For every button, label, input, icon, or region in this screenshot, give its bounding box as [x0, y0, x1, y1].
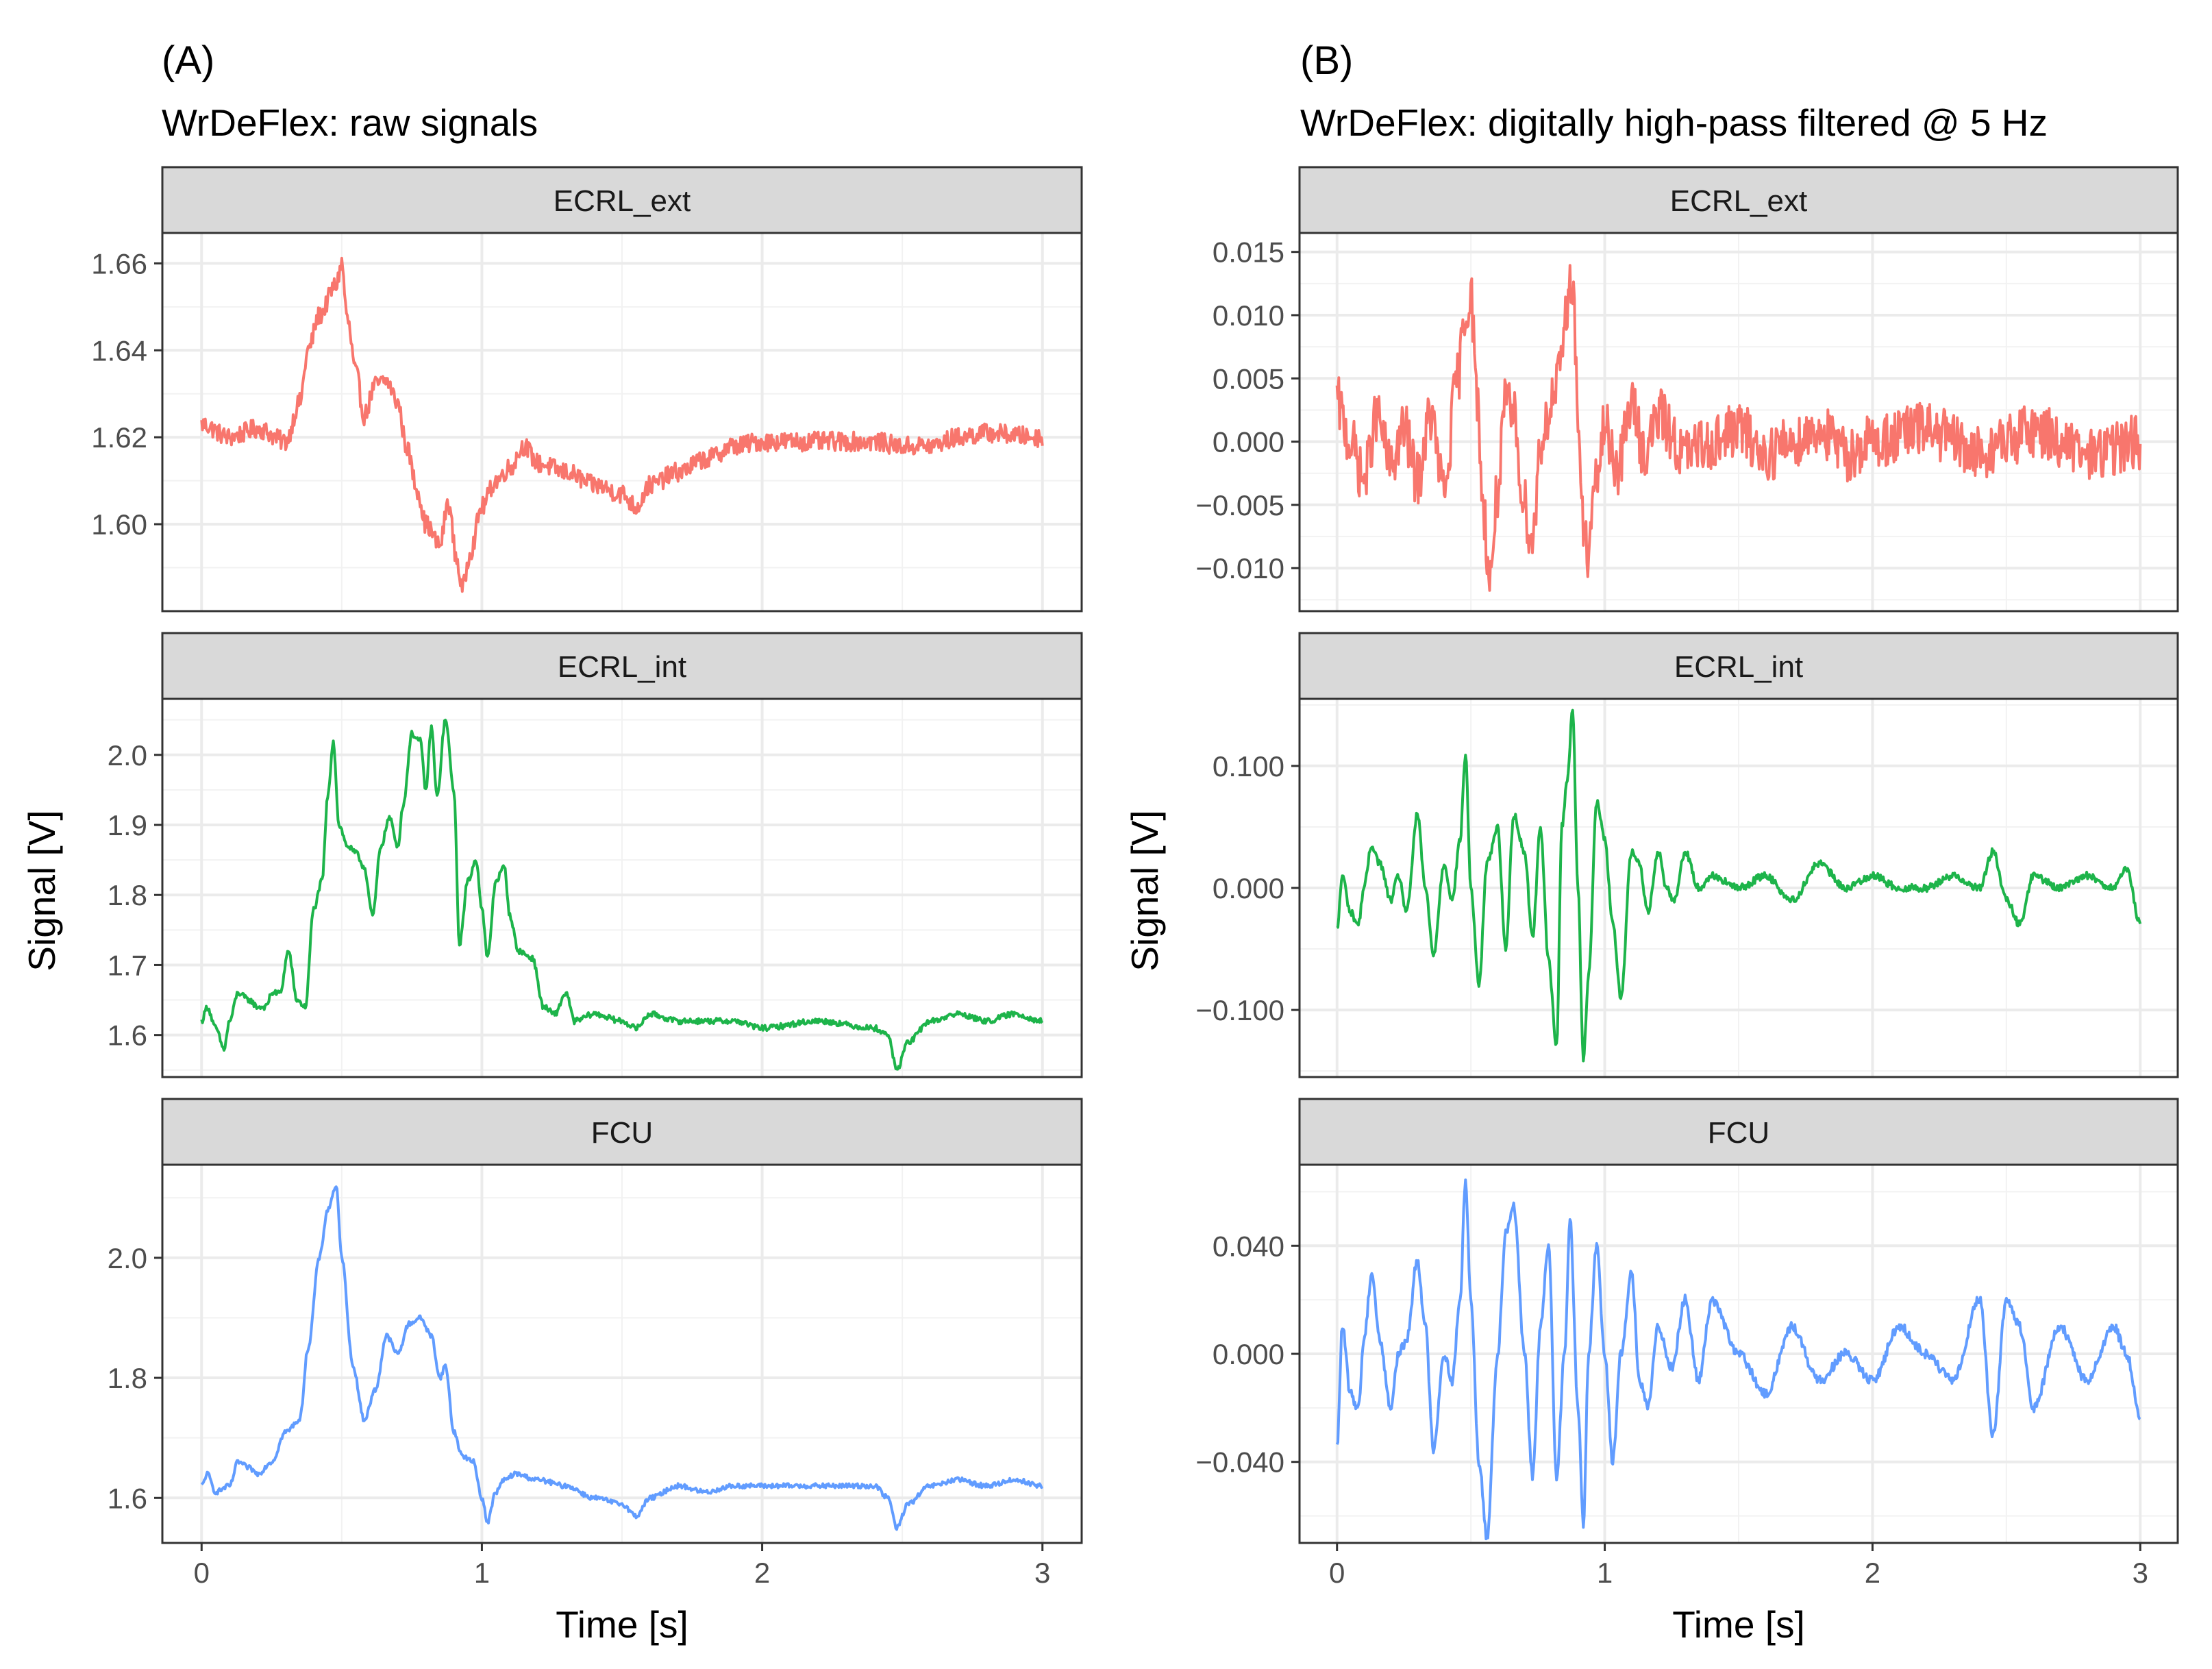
figure-a-title: WrDeFlex: raw signals	[162, 101, 538, 144]
y-tick-label: 1.8	[108, 879, 147, 911]
x-axis-label-a: Time [s]	[556, 1603, 688, 1646]
y-tick-label: 1.60	[91, 508, 147, 541]
y-tick-label: 0.000	[1213, 872, 1284, 904]
strip-a-ecrl-int	[161, 632, 1083, 700]
y-tick-label: 0.015	[1213, 236, 1284, 269]
x-axis-label-b: Time [s]	[1672, 1603, 1805, 1646]
y-tick-label: 0.000	[1213, 426, 1284, 458]
panel-border-a-ecrl-int	[161, 697, 1083, 1078]
y-tick-label: 0.005	[1213, 362, 1284, 395]
y-axis-label-a: Signal [V]	[21, 810, 63, 971]
series-line-a-ecrl-ext	[200, 256, 1044, 593]
panel-a-ecrl-int: ECRL_int 1.6 1.7 1.8 1.9 2.0	[108, 632, 1083, 1078]
y-tick-label: 1.6	[108, 1019, 147, 1052]
strip-label-a-fcu: FCU	[591, 1116, 653, 1150]
panel-border-a-fcu	[161, 1163, 1083, 1544]
y-tick-label: 0.000	[1213, 1338, 1284, 1370]
figure-b-title: WrDeFlex: digitally high-pass filtered @…	[1300, 101, 2048, 144]
series-line-b-ecrl-ext	[1335, 264, 2142, 592]
series-line-b-ecrl-int	[1336, 708, 2142, 1063]
strip-b-ecrl-int	[1298, 632, 2179, 700]
strip-label-b-ecrl-int: ECRL_int	[1674, 650, 1803, 684]
x-tick-label: 2	[1865, 1557, 1880, 1589]
strip-label-b-ecrl-ext: ECRL_ext	[1670, 184, 1808, 218]
strip-label-a-ecrl-ext: ECRL_ext	[554, 184, 691, 218]
strip-b-ecrl-ext	[1298, 166, 2179, 234]
strip-b-fcu	[1298, 1098, 2179, 1166]
panel-b-ecrl-ext: ECRL_ext −0.010 −0.005 0.000 0.005 0.010 0.015	[1195, 166, 2179, 613]
x-tick-label: 0	[194, 1557, 210, 1589]
strip-label-a-ecrl-int: ECRL_int	[558, 650, 686, 684]
y-tick-label: 1.64	[91, 334, 147, 367]
y-tick-label: −0.010	[1195, 552, 1284, 584]
panel-border-a-ecrl-ext	[161, 232, 1083, 613]
y-tick-label: 0.100	[1213, 750, 1284, 782]
y-tick-label: 1.6	[108, 1482, 147, 1514]
y-tick-label: −0.005	[1195, 489, 1284, 521]
y-tick-label: 2.0	[108, 739, 147, 771]
y-tick-label: 1.7	[108, 949, 147, 981]
series-line-a-fcu	[200, 1185, 1043, 1531]
x-tick-label: 3	[1034, 1557, 1050, 1589]
y-tick-label: 2.0	[108, 1242, 147, 1274]
y-tick-label: 1.9	[108, 809, 147, 841]
y-tick-label: 1.66	[91, 247, 147, 280]
y-tick-label: 0.010	[1213, 299, 1284, 332]
panel-b-ecrl-int: ECRL_int −0.100 0.000 0.100	[1195, 632, 2179, 1078]
x-tick-label: 0	[1329, 1557, 1345, 1589]
x-tick-label: 1	[474, 1557, 490, 1589]
strip-a-fcu	[161, 1098, 1083, 1166]
series-line-b-fcu	[1335, 1178, 2141, 1541]
figure-b-tag: (B)	[1300, 38, 1353, 83]
figure-a-tag: (A)	[162, 38, 214, 83]
panel-a-ecrl-ext: ECRL_ext 1.60 1.62 1.64 1.66	[91, 166, 1083, 613]
x-tick-label: 2	[754, 1557, 770, 1589]
panel-b-fcu: FCU −0.040 0.000 0.040 0 1 2 3	[1195, 1098, 2179, 1589]
panel-border-b-ecrl-ext	[1298, 232, 2179, 613]
y-axis-label-b: Signal [V]	[1123, 810, 1166, 971]
series-line-a-ecrl-int	[200, 719, 1044, 1071]
panel-a-fcu: FCU 1.6 1.8 2.0 0 1 2 3	[108, 1098, 1083, 1589]
strip-a-ecrl-ext	[161, 166, 1083, 234]
strip-label-b-fcu: FCU	[1708, 1116, 1769, 1150]
y-tick-label: 1.8	[108, 1362, 147, 1394]
y-tick-label: −0.040	[1195, 1446, 1284, 1479]
x-tick-label: 3	[2133, 1557, 2148, 1589]
y-tick-label: −0.100	[1195, 994, 1284, 1026]
y-tick-label: 0.040	[1213, 1230, 1284, 1262]
x-tick-label: 1	[1597, 1557, 1613, 1589]
y-tick-label: 1.62	[91, 421, 147, 454]
